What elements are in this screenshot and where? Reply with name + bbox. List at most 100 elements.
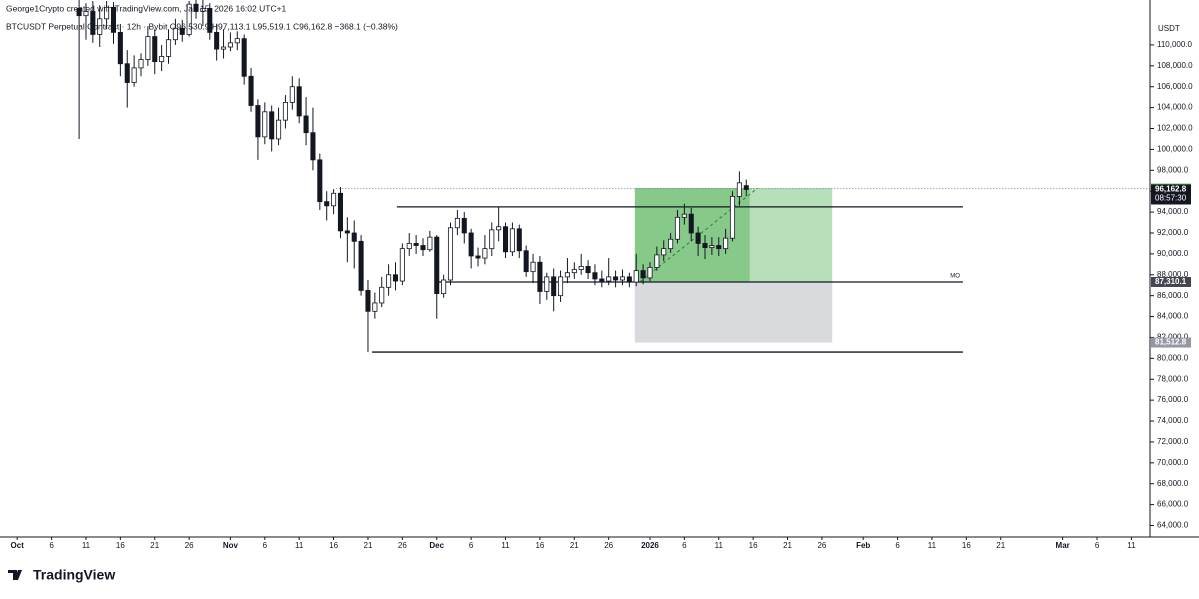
candle-body <box>289 86 295 103</box>
candle-body <box>310 132 316 161</box>
candle-body <box>193 3 199 12</box>
candle-body <box>723 237 729 250</box>
brand: TradingView <box>33 567 115 583</box>
candle-body <box>392 274 399 282</box>
y-tick-label: 100,000.0 <box>1157 145 1193 154</box>
candle-body <box>207 7 213 33</box>
candle-body <box>695 232 701 244</box>
level-label: MO <box>950 274 960 280</box>
x-tick-label: 2026 <box>641 541 659 550</box>
y-tick-label: 90,000.0 <box>1157 249 1189 258</box>
header-title: George1Crypto created with TradingView.c… <box>6 3 287 13</box>
trade-path <box>639 187 759 283</box>
symbol-line: BTCUSDT Perpetual Contract · 12h · Bybit… <box>6 21 398 31</box>
y-tick-label: 104,000.0 <box>1157 103 1193 112</box>
candle-body <box>138 59 144 69</box>
candle-body <box>475 255 481 259</box>
candle-body <box>558 276 564 297</box>
x-tick-label: 11 <box>1127 541 1136 550</box>
x-tick-label: Feb <box>856 541 870 550</box>
candle-body <box>379 286 385 304</box>
y-tick-label: 102,000.0 <box>1157 124 1193 133</box>
candle-body <box>331 192 337 207</box>
candle-body <box>399 248 405 282</box>
y-tick-label: 86,000.0 <box>1157 291 1189 300</box>
y-tick-label: 76,000.0 <box>1157 395 1189 404</box>
x-tick-label: 16 <box>749 541 758 550</box>
candle-body <box>668 238 674 250</box>
candle-body <box>530 261 536 273</box>
candle-body <box>496 226 502 231</box>
candle-body <box>702 243 708 249</box>
candle-body <box>654 254 660 268</box>
price-label: 96,162.8 <box>1155 185 1187 194</box>
candle-body <box>255 105 261 138</box>
candle-body <box>544 276 550 292</box>
candle-body <box>681 213 687 218</box>
candle-body <box>743 185 749 190</box>
candle-body <box>599 278 605 282</box>
candle-body <box>551 276 557 297</box>
candle-body <box>516 228 522 252</box>
y-tick-label: 94,000.0 <box>1157 207 1189 216</box>
candle-body <box>661 248 667 256</box>
candle-body <box>386 274 392 288</box>
x-tick-label: 21 <box>150 541 159 550</box>
candle-body <box>441 279 447 294</box>
candle-body <box>131 67 137 83</box>
candle-body <box>427 236 433 251</box>
x-tick-label: 6 <box>469 541 474 550</box>
y-tick-label: 78,000.0 <box>1157 374 1189 383</box>
x-tick-label: 21 <box>996 541 1005 550</box>
candle-body <box>372 302 378 312</box>
y-tick-label: 106,000.0 <box>1157 82 1193 91</box>
candle-body <box>523 250 529 273</box>
candle-body <box>578 266 584 270</box>
x-tick-label: 6 <box>49 541 54 550</box>
candle-body <box>303 115 309 134</box>
x-tick-label: 11 <box>501 541 510 550</box>
candle-body <box>337 192 343 232</box>
x-tick-label: 26 <box>817 541 826 550</box>
candle-body <box>461 217 467 234</box>
currency: USDT <box>1158 24 1180 33</box>
candle-body <box>76 7 82 17</box>
x-tick-label: 6 <box>263 541 268 550</box>
candle-body <box>633 270 639 283</box>
candle-body <box>110 6 117 33</box>
x-tick-label: 26 <box>604 541 613 550</box>
price-label: 87,310.1 <box>1155 277 1187 286</box>
x-tick-label: 26 <box>185 541 194 550</box>
candle-body <box>90 11 96 35</box>
candle-body <box>482 248 488 259</box>
y-tick-label: 92,000.0 <box>1157 228 1189 237</box>
candle-body <box>83 11 89 17</box>
y-tick-label: 64,000.0 <box>1157 521 1189 530</box>
x-tick-label: 21 <box>364 541 373 550</box>
y-tick-label: 66,000.0 <box>1157 500 1189 509</box>
x-tick-label: Mar <box>1056 541 1070 550</box>
x-tick-label: 6 <box>895 541 900 550</box>
candle-body <box>489 229 495 250</box>
candle-body <box>564 272 570 278</box>
candle-body <box>709 245 715 249</box>
candle-body <box>434 236 440 294</box>
countdown: 08:57:30 <box>1155 194 1187 203</box>
candle-body <box>317 159 323 203</box>
candle-body <box>358 240 364 291</box>
candle-body <box>152 36 158 63</box>
candle-body <box>688 213 694 234</box>
candle-body <box>269 111 275 140</box>
y-tick-label: 70,000.0 <box>1157 458 1189 467</box>
candle-body <box>468 232 474 257</box>
candle-body <box>729 196 736 239</box>
x-tick-label: 16 <box>329 541 338 550</box>
candle-body <box>179 27 185 35</box>
candle-body <box>571 269 577 274</box>
y-tick-label: 84,000.0 <box>1157 312 1189 321</box>
candle-body <box>606 276 612 282</box>
y-tick-label: 68,000.0 <box>1157 479 1189 488</box>
y-tick-label: 88,000.0 <box>1157 270 1189 279</box>
candle-body <box>626 276 632 283</box>
candle-body <box>613 276 619 281</box>
